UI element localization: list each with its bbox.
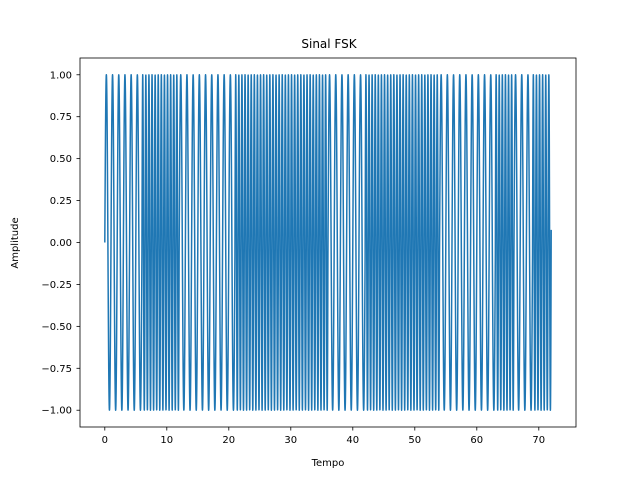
x-tick-label: 30 xyxy=(284,435,297,446)
y-tick-label: −1.00 xyxy=(41,406,72,417)
x-tick-label: 20 xyxy=(222,435,235,446)
y-tick-label: −0.50 xyxy=(41,322,72,333)
y-tick-label: 1.00 xyxy=(50,70,72,81)
x-tick-label: 60 xyxy=(470,435,483,446)
y-tick-label: −0.75 xyxy=(41,364,72,375)
chart-title: Sinal FSK xyxy=(301,37,357,51)
x-tick-label: 0 xyxy=(102,435,108,446)
x-tick-label: 10 xyxy=(160,435,173,446)
x-axis-ticks: 0 10 20 30 40 50 60 70 xyxy=(102,427,545,446)
y-axis-ticks: −1.00 −0.75 −0.50 −0.25 0.00 0.25 0.50 0.75 1.00 xyxy=(41,70,80,417)
x-tick-label: 40 xyxy=(346,435,359,446)
y-tick-label: 0.75 xyxy=(50,112,72,123)
y-tick-label: 0.00 xyxy=(50,238,72,249)
y-tick-label: 0.50 xyxy=(50,154,72,165)
y-axis-label: Amplitude xyxy=(10,217,21,268)
y-tick-label: −0.25 xyxy=(41,280,72,291)
series-line-fsk xyxy=(104,74,552,411)
y-tick-label: 0.25 xyxy=(50,196,72,207)
x-tick-label: 70 xyxy=(532,435,545,446)
x-tick-label: 50 xyxy=(408,435,421,446)
x-axis-label: Tempo xyxy=(311,458,345,469)
